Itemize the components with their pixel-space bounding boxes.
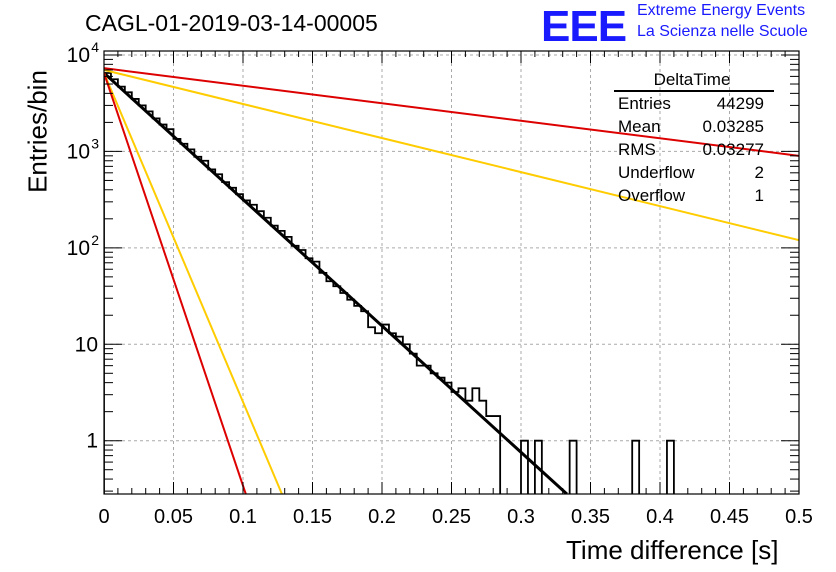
y-tick-label: 10	[75, 333, 98, 356]
fit-line-1	[104, 67, 799, 157]
fit-line-4	[104, 72, 247, 494]
chart-title: CAGL-01-2019-03-14-00005	[85, 10, 378, 36]
stats-value: 0.03285	[702, 117, 764, 136]
stats-box: DeltaTime Entries 44299 Mean 0.03285 RMS…	[606, 70, 778, 210]
x-tick-label: 0.35	[571, 506, 610, 528]
y-tick-exponent: 4	[91, 39, 99, 55]
logo-subtitle-line2: La Scienza nelle Scuole	[637, 23, 808, 40]
stats-key: RMS	[618, 140, 656, 159]
x-tick-label: 0.3	[507, 506, 535, 528]
stats-key: Underflow	[618, 163, 695, 182]
stats-separator	[614, 90, 774, 92]
stats-key: Mean	[618, 117, 661, 136]
x-axis-label: Time difference [s]	[566, 535, 779, 565]
stats-value: 0.03277	[702, 140, 764, 159]
y-tick-exponent: 3	[91, 135, 99, 151]
stats-key: Entries	[618, 94, 671, 113]
x-tick-label: 0.15	[293, 506, 332, 528]
stats-value: 44299	[716, 94, 764, 113]
y-tick-label: 10	[67, 237, 90, 260]
histogram	[104, 72, 799, 494]
x-tick-label: 0.05	[154, 506, 193, 528]
logo-subtitle-line1: Extreme Energy Events	[637, 2, 806, 19]
stats-value: 1	[754, 186, 764, 205]
x-tick-label: 0.5	[785, 506, 813, 528]
x-tick-label: 0	[98, 506, 109, 528]
y-axis-label: Entries/bin	[22, 70, 53, 193]
x-tick-label: 0.45	[710, 506, 749, 528]
x-tick-label: 0.25	[432, 506, 471, 528]
x-tick-label: 0.1	[229, 506, 257, 528]
y-tick-exponent: 2	[91, 232, 99, 248]
fit-line-0	[104, 71, 568, 494]
y-tick-label: 10	[67, 44, 90, 67]
y-tick-label: 1	[86, 430, 98, 453]
fit-line-3	[104, 72, 283, 494]
fit-line-2	[104, 68, 799, 242]
stats-key: Overflow	[618, 186, 686, 205]
y-tick-label: 10	[67, 140, 90, 163]
x-tick-label: 0.4	[646, 506, 674, 528]
stats-value: 2	[754, 163, 764, 182]
stats-title: DeltaTime	[653, 70, 731, 89]
x-tick-label: 0.2	[368, 506, 396, 528]
eee-logo: EEE	[541, 2, 627, 51]
